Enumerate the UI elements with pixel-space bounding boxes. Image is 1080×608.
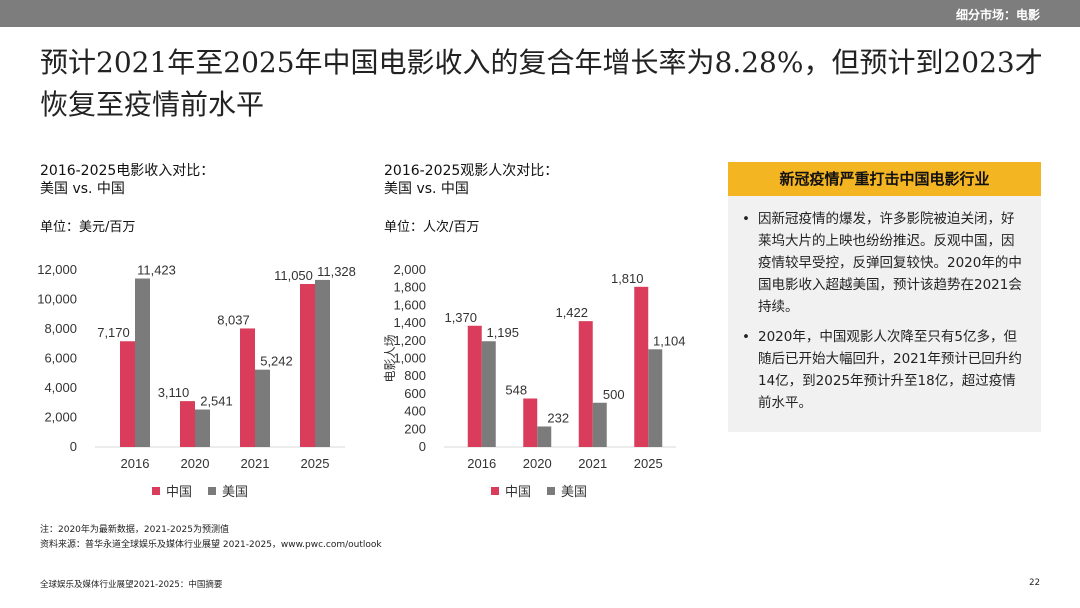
x-tick-label: 2021	[241, 456, 270, 471]
y-tick-label: 1,200	[393, 333, 426, 348]
page-title: 预计2021年至2025年中国电影收入的复合年增长率为8.28%，但预计到202…	[40, 46, 1043, 121]
x-tick-label: 2021	[578, 456, 607, 471]
x-tick-label: 2025	[634, 456, 663, 471]
chart1-unit: 单位：美元/百万	[40, 220, 136, 235]
chart1-title-line1: 2016-2025电影收入对比：	[40, 163, 215, 179]
y-tick-label: 1,800	[393, 280, 426, 295]
data-label-usa-2021: 5,242	[260, 354, 293, 369]
y-tick-label: 2,000	[393, 262, 426, 277]
y-tick-label: 400	[404, 404, 426, 419]
x-tick-label: 2020	[523, 456, 552, 471]
data-label-china-2025: 1,810	[611, 271, 644, 286]
sidebox-body: 因新冠疫情的爆发，许多影院被迫关闭，好莱坞大片的上映也纷纷推迟。反观中国，因疫情…	[728, 196, 1041, 432]
legend-swatch-china	[491, 486, 499, 495]
sidebox-bullet: 2020年，中国观影人次降至只有5亿多，但随后已开始大幅回升，2021年预计已回…	[742, 326, 1027, 414]
y-tick-label: 800	[404, 368, 426, 383]
legend-label-china: 中国	[505, 485, 532, 500]
bar-china-2025	[634, 286, 649, 447]
bar-usa-2020	[537, 426, 552, 447]
bar-usa-2016	[135, 278, 150, 447]
data-label-china-2021: 1,422	[555, 305, 588, 320]
chart1-legend: 中国 美国	[152, 481, 258, 500]
x-tick-label: 2020	[181, 456, 210, 471]
legend-label-usa: 美国	[561, 485, 588, 500]
top-bar: 细分市场：电影	[0, 0, 1080, 27]
data-label-china-2016: 1,370	[444, 310, 477, 325]
chart2-title: 2016-2025观影人次对比： 美国 vs. 中国	[384, 162, 558, 198]
sidebox-list: 因新冠疫情的爆发，许多影院被迫关闭，好莱坞大片的上映也纷纷推迟。反观中国，因疫情…	[742, 208, 1027, 414]
data-label-china-2025: 11,050	[274, 268, 313, 283]
bar-usa-2020	[195, 409, 210, 447]
data-label-usa-2020: 2,541	[200, 394, 233, 409]
source-note: 资料来源：普华永道全球娱乐及媒体行业展望 2021-2025，www.pwc.c…	[40, 540, 382, 550]
bar-usa-2021	[255, 369, 270, 447]
y-axis-title: 电影人场	[383, 334, 397, 382]
y-tick-label: 0	[70, 439, 77, 454]
sidebox-bullet: 因新冠疫情的爆发，许多影院被迫关闭，好莱坞大片的上映也纷纷推迟。反观中国，因疫情…	[742, 208, 1027, 318]
note: 注：2020年为最新数据，2021-2025为预测值	[40, 525, 229, 535]
bar-china-2020	[180, 401, 195, 447]
section-label: 细分市场：电影	[955, 8, 1040, 22]
chart2-legend: 中国 美国	[491, 481, 597, 500]
y-tick-label: 4,000	[44, 380, 77, 395]
page-number: 22	[1029, 578, 1040, 588]
bar-usa-2021	[592, 402, 607, 447]
y-tick-label: 600	[404, 386, 426, 401]
bar-usa-2025	[315, 279, 330, 447]
data-label-usa-2020: 232	[547, 410, 569, 425]
legend-swatch-china	[152, 486, 160, 495]
bar-china-2021	[240, 328, 255, 447]
y-tick-label: 2,000	[44, 410, 77, 425]
revenue-chart: 0 2,000 4,000 6,000 8,000 10,000 12,000 7,170 11…	[37, 262, 356, 471]
bar-china-2016	[120, 341, 135, 447]
bar-china-2021	[578, 321, 593, 447]
legend-swatch-usa	[208, 486, 217, 495]
y-tick-label: 12,000	[37, 262, 77, 277]
x-tick-label: 2016	[467, 456, 496, 471]
data-label-usa-2016: 1,195	[486, 325, 519, 340]
bar-usa-2025	[648, 349, 663, 447]
data-label-usa-2021: 500	[603, 387, 625, 402]
data-label-china-2020: 548	[505, 383, 527, 398]
bar-china-2020	[523, 398, 538, 447]
admissions-chart: 0 200 400 600 800 1,000 1,200 1,400 1,600 1,800 2,…	[383, 262, 686, 471]
y-tick-label: 200	[404, 421, 426, 436]
data-label-china-2021: 8,037	[217, 312, 250, 327]
y-tick-label: 1,000	[393, 351, 426, 366]
chart2-title-line1: 2016-2025观影人次对比：	[384, 163, 559, 179]
chart1-title: 2016-2025电影收入对比： 美国 vs. 中国	[40, 162, 214, 198]
chart2-title-line2: 美国 vs. 中国	[384, 181, 469, 197]
data-label-china-2020: 3,110	[158, 385, 190, 400]
y-tick-label: 6,000	[44, 351, 77, 366]
chart2-unit: 单位：人次/百万	[384, 220, 480, 235]
y-tick-label: 0	[419, 439, 426, 454]
legend-swatch-usa	[547, 486, 556, 495]
sidebox-header: 新冠疫情严重打击中国电影行业	[728, 162, 1041, 196]
y-tick-label: 8,000	[44, 321, 77, 336]
legend-label-china: 中国	[166, 485, 193, 500]
chart1-title-line2: 美国 vs. 中国	[40, 181, 125, 197]
y-tick-label: 1,600	[393, 297, 426, 312]
y-tick-label: 10,000	[37, 292, 77, 307]
bar-china-2016	[467, 325, 482, 447]
x-tick-label: 2025	[301, 456, 330, 471]
data-label-usa-2025: 1,104	[653, 333, 686, 348]
x-tick-label: 2016	[121, 456, 150, 471]
bar-usa-2016	[481, 341, 496, 447]
bar-china-2025	[300, 284, 315, 447]
data-label-china-2016: 7,170	[97, 325, 130, 340]
footer-title: 全球娱乐及媒体行业展望2021-2025：中国摘要	[40, 580, 223, 590]
y-tick-label: 1,400	[393, 315, 426, 330]
legend-label-usa: 美国	[222, 485, 249, 500]
data-label-usa-2016: 11,423	[137, 263, 176, 278]
data-label-usa-2025: 11,328	[317, 264, 356, 279]
